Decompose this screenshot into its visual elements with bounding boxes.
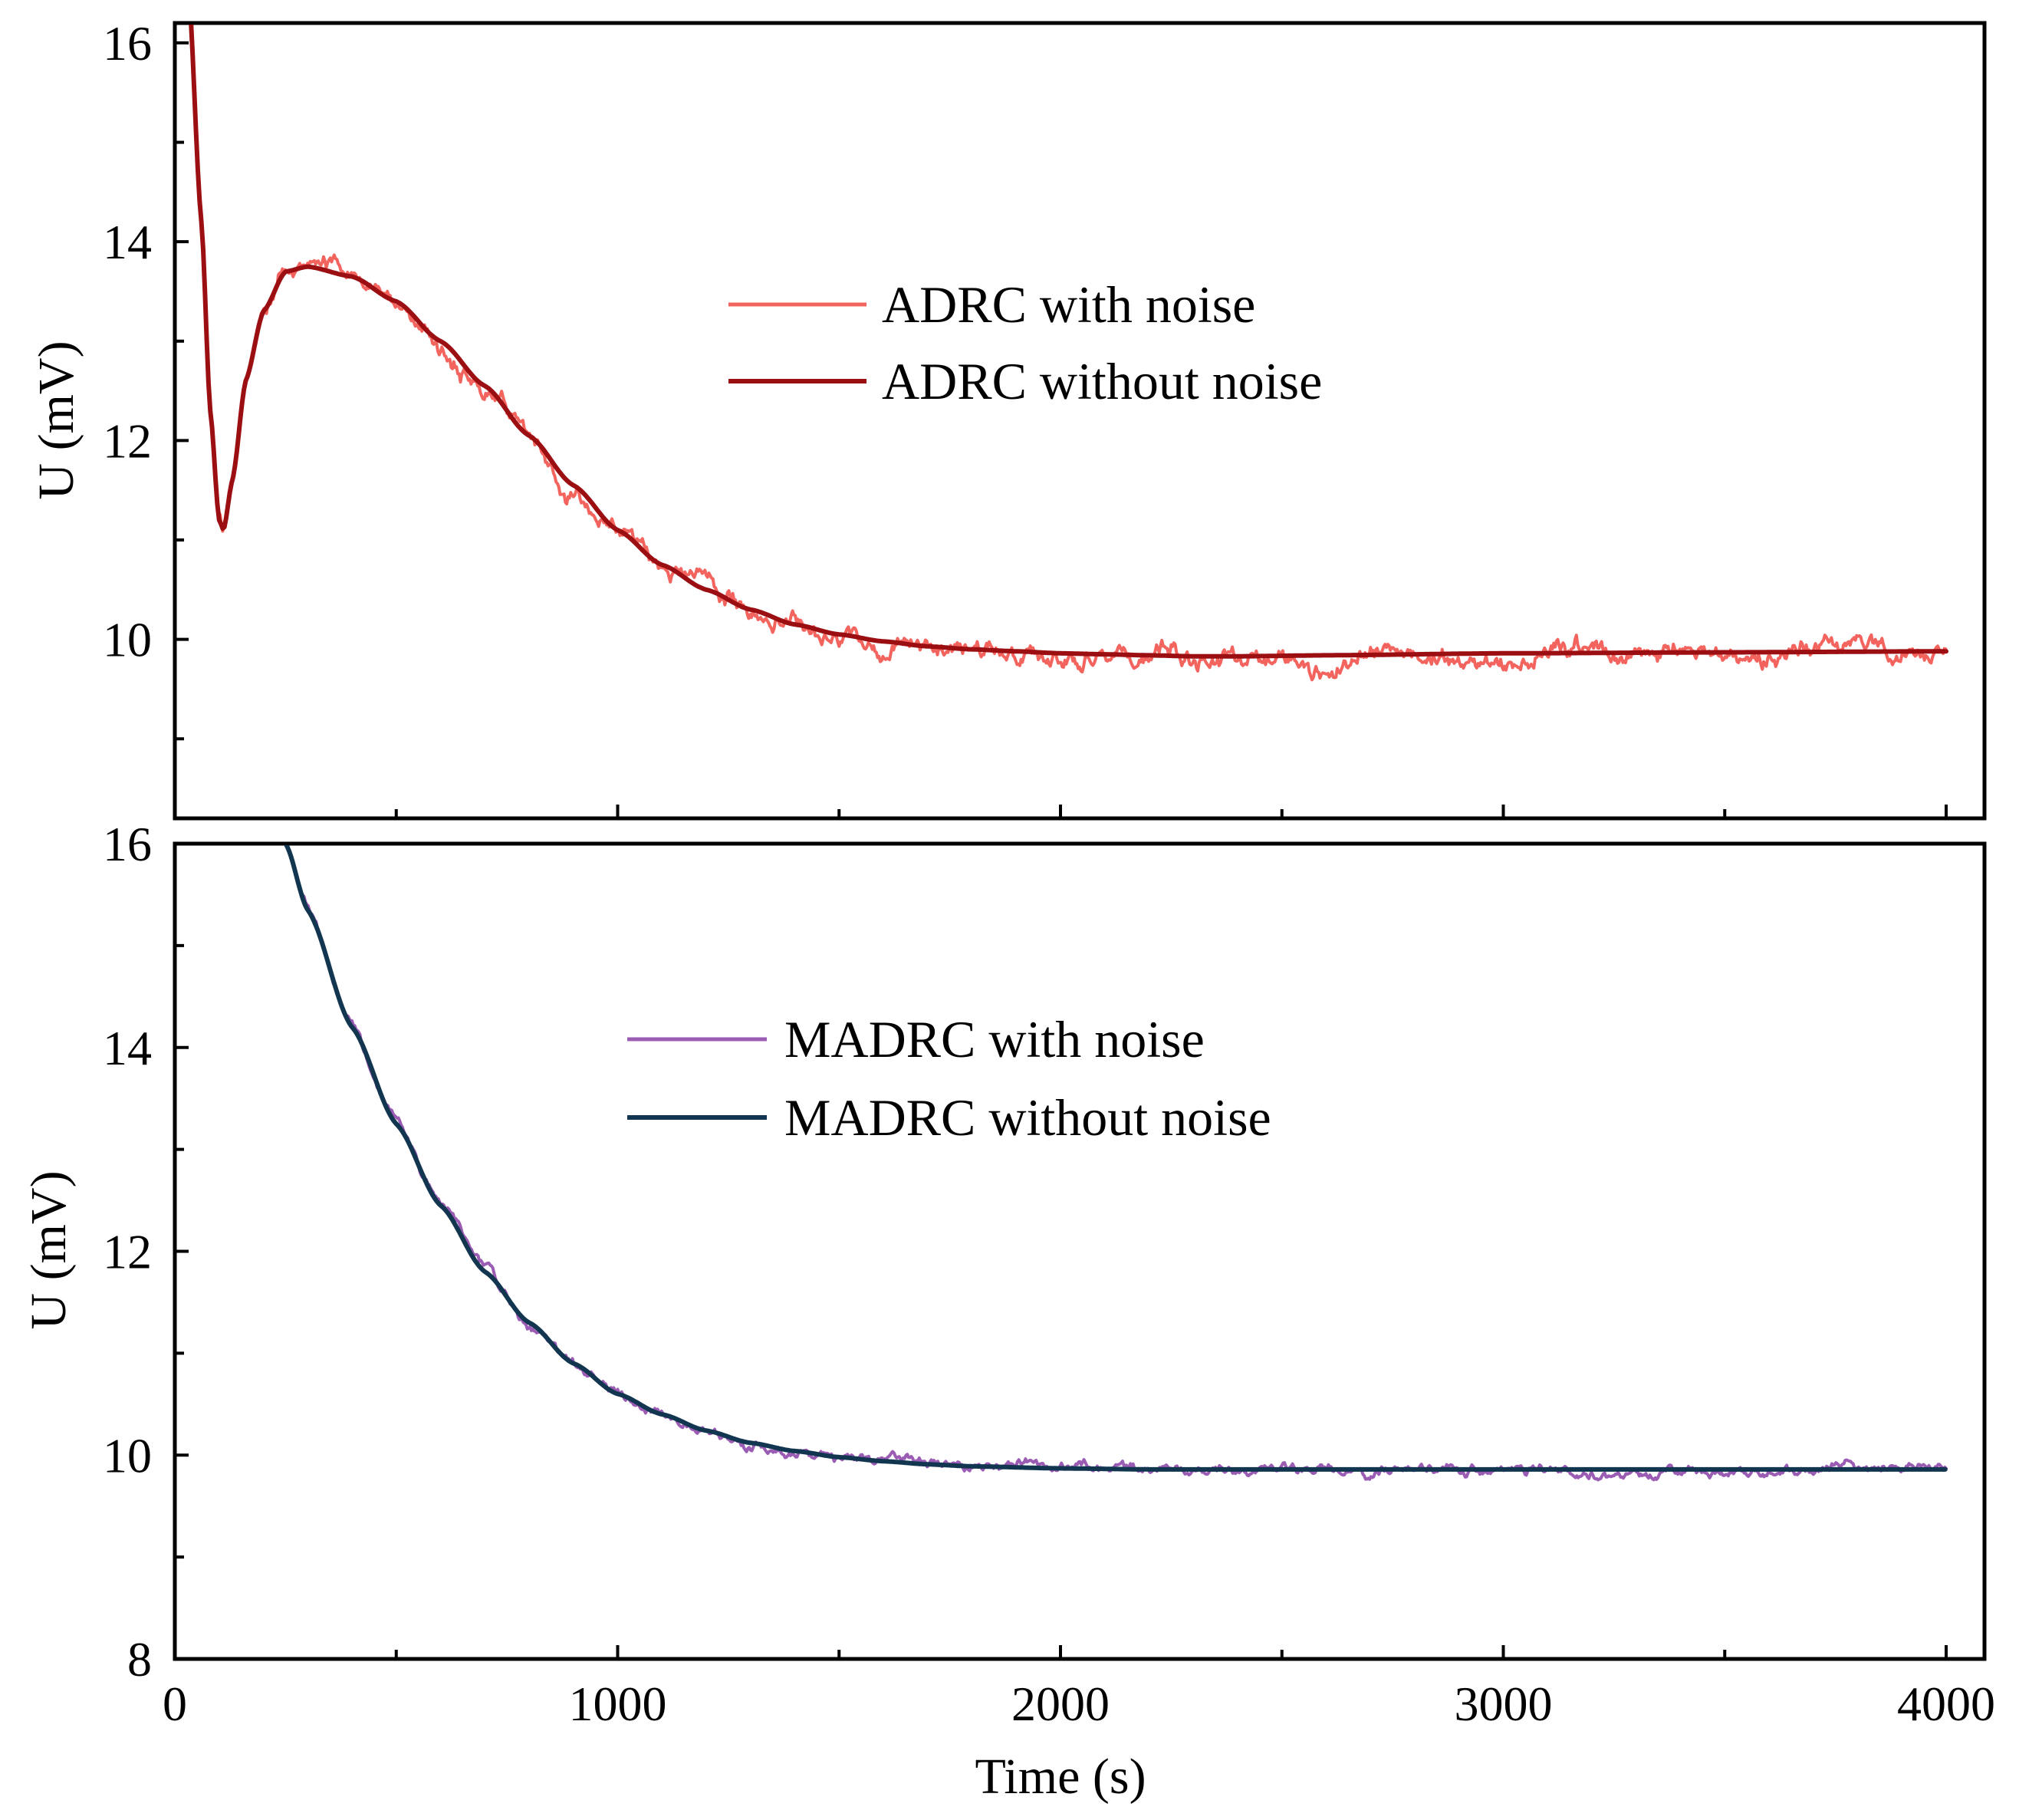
bottom-legend: MADRC with noise MADRC without noise: [627, 1010, 1271, 1147]
x-tick-label: 3000: [1455, 1677, 1553, 1731]
top-legend: ADRC with noise ADRC without noise: [728, 275, 1322, 410]
bottom-y-axis-label: U (mV): [21, 1170, 77, 1329]
bottom-legend-label-noise: MADRC with noise: [784, 1010, 1205, 1068]
x-axis-label: Time (s): [975, 1749, 1146, 1805]
top-series-without-noise-line: [189, 25, 1948, 659]
top-y-tick-label: 14: [103, 215, 152, 269]
bottom-legend-label-clean: MADRC without noise: [784, 1088, 1271, 1147]
bottom-series-without-noise-line: [284, 845, 1948, 1472]
bottom-y-tick-label: 10: [103, 1428, 152, 1483]
x-tick-label: 4000: [1897, 1677, 1995, 1731]
top-y-tick-label: 16: [103, 16, 152, 71]
top-legend-label-noise: ADRC with noise: [882, 275, 1255, 334]
top-y-axis-label: U (mV): [28, 341, 84, 499]
x-tick-label: 2000: [1011, 1677, 1110, 1731]
bottom-series-with-noise-line: [285, 845, 1948, 1482]
top-legend-label-clean: ADRC without noise: [882, 352, 1322, 410]
top-axis-ticks: 10 12 14 16: [103, 16, 1948, 818]
bottom-y-tick-label: 12: [103, 1225, 152, 1279]
top-plot-frame: [173, 21, 1987, 821]
x-tick-label: 0: [163, 1677, 187, 1731]
bottom-y-tick-label: 14: [103, 1021, 152, 1075]
top-series-group: [189, 25, 1948, 682]
top-y-tick-label: 10: [103, 613, 152, 667]
bottom-y-tick-label: 8: [127, 1632, 152, 1687]
x-tick-label: 1000: [569, 1677, 667, 1731]
top-panel: 10 12 14 16 U (mV) ADRC with noise ADRC wit…: [28, 16, 1987, 821]
top-y-tick-label: 12: [103, 413, 152, 468]
bottom-series-group: [284, 845, 1948, 1482]
bottom-axis-ticks: 8 10 12 14 16 0 1000 2000 3000 4000: [103, 817, 1995, 1731]
bottom-y-tick-label: 16: [103, 817, 152, 871]
bottom-panel: 8 10 12 14 16 0 1000 2000 3000 4000 U (mV) Time (…: [21, 817, 1995, 1805]
bottom-plot-frame: [173, 841, 1987, 1661]
